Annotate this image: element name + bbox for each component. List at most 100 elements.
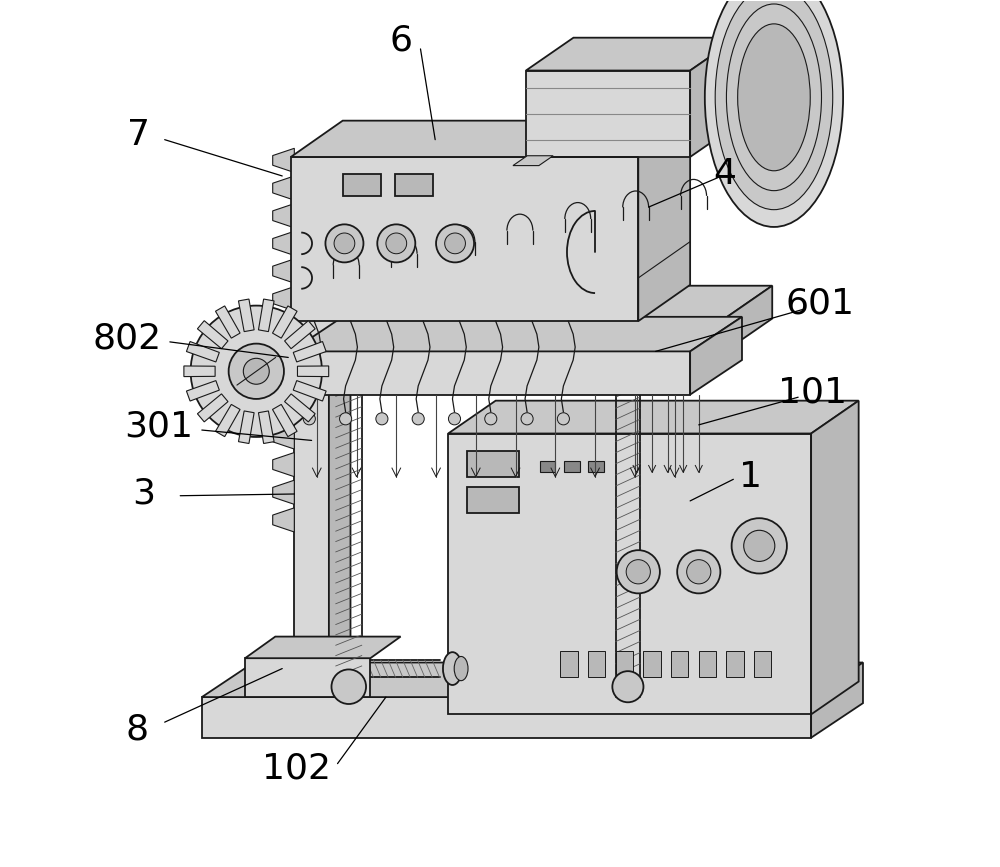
- Polygon shape: [297, 366, 329, 376]
- Circle shape: [521, 413, 533, 425]
- Text: 102: 102: [262, 752, 331, 786]
- Circle shape: [303, 413, 315, 425]
- Bar: [343, 174, 381, 196]
- Polygon shape: [690, 316, 742, 394]
- Polygon shape: [238, 299, 254, 331]
- Bar: [540, 461, 555, 472]
- Bar: [754, 651, 771, 677]
- Text: 6: 6: [389, 23, 412, 57]
- Polygon shape: [638, 121, 690, 321]
- Polygon shape: [526, 70, 690, 157]
- Polygon shape: [272, 404, 297, 437]
- Polygon shape: [811, 662, 863, 738]
- Ellipse shape: [738, 24, 810, 171]
- Polygon shape: [273, 480, 294, 505]
- Circle shape: [557, 413, 569, 425]
- Ellipse shape: [715, 0, 833, 210]
- Circle shape: [687, 560, 711, 583]
- Text: 1: 1: [739, 460, 762, 493]
- Circle shape: [617, 551, 660, 593]
- Text: 3: 3: [132, 477, 155, 511]
- Circle shape: [377, 225, 415, 263]
- Bar: [564, 461, 580, 472]
- Polygon shape: [273, 287, 294, 310]
- Circle shape: [386, 233, 407, 254]
- Polygon shape: [448, 434, 811, 714]
- Polygon shape: [291, 351, 690, 394]
- Polygon shape: [273, 176, 294, 200]
- Circle shape: [229, 343, 284, 399]
- Text: 301: 301: [124, 409, 193, 444]
- Polygon shape: [245, 636, 401, 658]
- Circle shape: [626, 560, 650, 583]
- Polygon shape: [725, 286, 772, 351]
- Polygon shape: [245, 658, 370, 697]
- Circle shape: [376, 413, 388, 425]
- Polygon shape: [294, 318, 725, 351]
- Polygon shape: [238, 411, 254, 444]
- Polygon shape: [690, 37, 738, 157]
- Polygon shape: [273, 259, 294, 284]
- Polygon shape: [186, 342, 219, 362]
- Polygon shape: [285, 394, 315, 422]
- Polygon shape: [291, 121, 690, 157]
- Bar: [699, 651, 716, 677]
- Text: 802: 802: [92, 322, 161, 355]
- Bar: [643, 651, 661, 677]
- Circle shape: [448, 413, 461, 425]
- Polygon shape: [273, 342, 294, 366]
- Polygon shape: [272, 306, 297, 338]
- Polygon shape: [202, 697, 811, 738]
- Bar: [467, 451, 519, 477]
- Polygon shape: [273, 148, 294, 173]
- Ellipse shape: [454, 656, 468, 681]
- Polygon shape: [291, 316, 742, 351]
- Circle shape: [445, 233, 465, 254]
- Polygon shape: [513, 156, 553, 166]
- Polygon shape: [186, 381, 219, 401]
- Bar: [395, 174, 433, 196]
- Circle shape: [436, 225, 474, 263]
- Polygon shape: [294, 141, 350, 157]
- Bar: [467, 487, 519, 513]
- Polygon shape: [329, 141, 350, 697]
- Circle shape: [677, 551, 720, 593]
- Circle shape: [334, 233, 355, 254]
- Polygon shape: [273, 508, 294, 532]
- Polygon shape: [273, 204, 294, 228]
- Polygon shape: [811, 401, 859, 714]
- Polygon shape: [215, 306, 240, 338]
- Polygon shape: [197, 394, 228, 422]
- Bar: [671, 651, 688, 677]
- Bar: [616, 651, 633, 677]
- Text: 8: 8: [125, 712, 149, 746]
- Polygon shape: [273, 397, 294, 421]
- Circle shape: [191, 305, 322, 437]
- Polygon shape: [273, 425, 294, 449]
- Polygon shape: [215, 404, 240, 437]
- Bar: [588, 461, 604, 472]
- Circle shape: [485, 413, 497, 425]
- Circle shape: [412, 413, 424, 425]
- Polygon shape: [293, 342, 326, 362]
- Circle shape: [612, 671, 643, 702]
- Polygon shape: [294, 157, 329, 697]
- Polygon shape: [273, 369, 294, 394]
- Polygon shape: [285, 321, 315, 349]
- Bar: [588, 651, 605, 677]
- Polygon shape: [526, 37, 738, 70]
- Circle shape: [331, 669, 366, 704]
- Polygon shape: [448, 401, 859, 434]
- Text: 101: 101: [778, 375, 847, 409]
- Bar: [726, 651, 744, 677]
- Polygon shape: [202, 662, 863, 697]
- Polygon shape: [291, 157, 638, 321]
- Polygon shape: [273, 453, 294, 477]
- Polygon shape: [197, 321, 228, 349]
- Polygon shape: [258, 299, 274, 331]
- Circle shape: [732, 518, 787, 573]
- Polygon shape: [184, 366, 215, 376]
- Circle shape: [325, 225, 363, 263]
- Text: 7: 7: [127, 118, 150, 153]
- Polygon shape: [294, 286, 772, 318]
